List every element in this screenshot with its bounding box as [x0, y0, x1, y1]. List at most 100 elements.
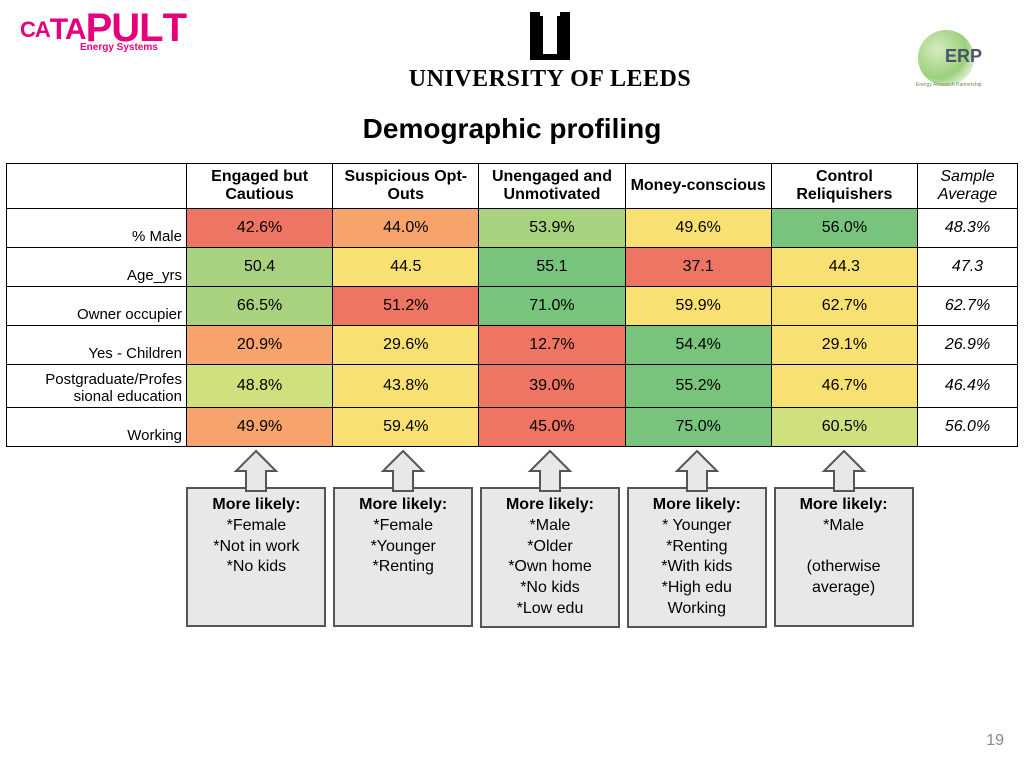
avg-cell: 26.9% — [918, 326, 1018, 365]
callout-head: More likely: — [192, 495, 320, 516]
callout-line: *Low edu — [486, 599, 614, 620]
callout-line: *Not in work — [192, 537, 320, 558]
row-label: Yes - Children — [7, 326, 187, 365]
arrow-up-icon — [375, 449, 431, 489]
callout-column: More likely:*Female*Younger*Renting — [333, 449, 474, 628]
avg-cell: 47.3 — [918, 248, 1018, 287]
heat-cell: 75.0% — [625, 408, 771, 447]
callout-line — [780, 537, 908, 558]
row-label: Working — [7, 408, 187, 447]
erp-logo: ERP Energy Research Partnership — [914, 30, 984, 90]
avg-cell: 56.0% — [918, 408, 1018, 447]
heat-cell: 44.0% — [333, 209, 479, 248]
callout-box: More likely:*Female*Younger*Renting — [333, 487, 473, 627]
arrow-up-icon — [522, 449, 578, 489]
table-row: Postgraduate/Profes sional education48.8… — [7, 365, 1018, 408]
arrow-up-icon — [816, 449, 872, 489]
heat-cell: 45.0% — [479, 408, 625, 447]
table-row: Yes - Children20.9%29.6%12.7%54.4%29.1%2… — [7, 326, 1018, 365]
callout-box: More likely:*Male (otherwise average) — [774, 487, 914, 627]
arrow-up-icon — [228, 449, 284, 489]
callout-line: (otherwise average) — [780, 557, 908, 599]
heat-cell: 12.7% — [479, 326, 625, 365]
callouts-row: More likely:*Female*Not in work*No kids … — [0, 449, 1024, 628]
row-label: % Male — [7, 209, 187, 248]
heat-cell: 37.1 — [625, 248, 771, 287]
callout-box: More likely:*Male*Older*Own home*No kids… — [480, 487, 620, 628]
heat-cell: 51.2% — [333, 287, 479, 326]
demographic-table-wrap: Engaged but Cautious Suspicious Opt-Outs… — [0, 163, 1024, 447]
callout-line: Working — [633, 599, 761, 620]
callout-head: More likely: — [633, 495, 761, 516]
callout-line: *Older — [486, 537, 614, 558]
university-logo: UNIVERSITY OF LEEDS — [409, 12, 691, 93]
header-blank — [7, 164, 187, 209]
heat-cell: 49.9% — [187, 408, 333, 447]
avg-cell: 62.7% — [918, 287, 1018, 326]
catapult-logo: CATAPULT Energy Systems — [20, 10, 186, 53]
table-row: Working49.9%59.4%45.0%75.0%60.5%56.0% — [7, 408, 1018, 447]
heat-cell: 60.5% — [771, 408, 917, 447]
heat-cell: 42.6% — [187, 209, 333, 248]
catapult-subtext: Energy Systems — [80, 42, 158, 53]
col-header: Money-conscious — [625, 164, 771, 209]
callout-line: *Renting — [339, 557, 467, 578]
col-header: Suspicious Opt-Outs — [333, 164, 479, 209]
heat-cell: 56.0% — [771, 209, 917, 248]
erp-text: ERP — [945, 46, 982, 67]
callout-line: *No kids — [192, 557, 320, 578]
heat-cell: 20.9% — [187, 326, 333, 365]
callout-head: More likely: — [780, 495, 908, 516]
heat-cell: 53.9% — [479, 209, 625, 248]
header-row: CATAPULT Energy Systems UNIVERSITY OF LE… — [0, 0, 1024, 93]
callout-box: More likely:*Female*Not in work*No kids — [186, 487, 326, 627]
demographic-table: Engaged but Cautious Suspicious Opt-Outs… — [6, 163, 1018, 447]
heat-cell: 59.4% — [333, 408, 479, 447]
callout-line: *Younger — [339, 537, 467, 558]
heat-cell: 29.1% — [771, 326, 917, 365]
avg-cell: 48.3% — [918, 209, 1018, 248]
callout-column: More likely:* Younger*Renting*With kids*… — [626, 449, 767, 628]
heat-cell: 59.9% — [625, 287, 771, 326]
heat-cell: 71.0% — [479, 287, 625, 326]
callout-column: More likely:*Male (otherwise average) — [773, 449, 914, 628]
heat-cell: 46.7% — [771, 365, 917, 408]
table-row: % Male42.6%44.0%53.9%49.6%56.0%48.3% — [7, 209, 1018, 248]
erp-subtext: Energy Research Partnership — [916, 82, 982, 88]
col-header: Engaged but Cautious — [187, 164, 333, 209]
heat-cell: 62.7% — [771, 287, 917, 326]
callout-line: *Renting — [633, 537, 761, 558]
callout-line: *No kids — [486, 578, 614, 599]
heat-cell: 55.1 — [479, 248, 625, 287]
callout-column: More likely:*Male*Older*Own home*No kids… — [480, 449, 621, 628]
callout-line: *Male — [780, 516, 908, 537]
callout-line: *Female — [192, 516, 320, 537]
col-header: Control Reliquishers — [771, 164, 917, 209]
row-label: Owner occupier — [7, 287, 187, 326]
heat-cell: 48.8% — [187, 365, 333, 408]
page-title: Demographic profiling — [0, 113, 1024, 145]
callout-line: *Own home — [486, 557, 614, 578]
heat-cell: 39.0% — [479, 365, 625, 408]
heat-cell: 54.4% — [625, 326, 771, 365]
callout-column: More likely:*Female*Not in work*No kids — [186, 449, 327, 628]
avg-cell: 46.4% — [918, 365, 1018, 408]
page-number: 19 — [986, 732, 1004, 750]
table-header-row: Engaged but Cautious Suspicious Opt-Outs… — [7, 164, 1018, 209]
heat-cell: 49.6% — [625, 209, 771, 248]
heat-cell: 43.8% — [333, 365, 479, 408]
university-name: UNIVERSITY OF LEEDS — [409, 66, 691, 93]
callout-head: More likely: — [339, 495, 467, 516]
heat-cell: 55.2% — [625, 365, 771, 408]
callout-line: *Female — [339, 516, 467, 537]
col-header: Unengaged and Unmotivated — [479, 164, 625, 209]
heat-cell: 44.5 — [333, 248, 479, 287]
callout-box: More likely:* Younger*Renting*With kids*… — [627, 487, 767, 628]
callout-line: * Younger — [633, 516, 761, 537]
heat-cell: 66.5% — [187, 287, 333, 326]
university-tower-icon — [530, 12, 570, 60]
row-label: Age_yrs — [7, 248, 187, 287]
heat-cell: 29.6% — [333, 326, 479, 365]
heat-cell: 44.3 — [771, 248, 917, 287]
table-row: Age_yrs50.444.555.137.144.347.3 — [7, 248, 1018, 287]
